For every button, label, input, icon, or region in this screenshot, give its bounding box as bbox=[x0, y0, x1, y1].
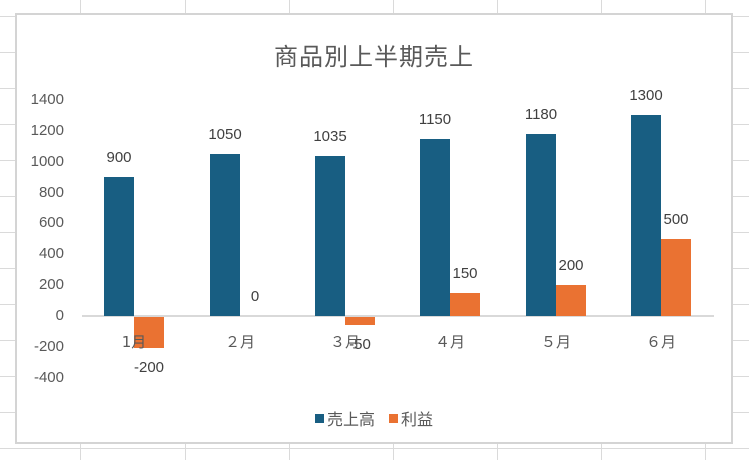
bar-sales[interactable] bbox=[210, 154, 240, 316]
legend-item-profit[interactable]: 利益 bbox=[389, 406, 433, 430]
bar-profit[interactable] bbox=[345, 317, 375, 325]
data-label-profit: 150 bbox=[452, 264, 478, 282]
data-label-sales: 1050 bbox=[208, 126, 242, 143]
bar-sales[interactable] bbox=[631, 115, 661, 316]
x-axis-category-label: ５月 bbox=[540, 333, 571, 351]
y-axis-tick-label: -200 bbox=[33, 337, 64, 355]
y-axis-tick-label: 1400 bbox=[30, 91, 64, 108]
bar-sales[interactable] bbox=[420, 138, 450, 316]
data-label-profit: -50 bbox=[349, 335, 371, 353]
bar-sales[interactable] bbox=[526, 133, 556, 316]
data-label-profit: 0 bbox=[250, 288, 260, 305]
data-label-profit: 500 bbox=[663, 210, 689, 228]
bar-sales[interactable] bbox=[315, 156, 345, 316]
data-label-sales: 900 bbox=[106, 149, 132, 167]
x-axis-category-label: ４月 bbox=[434, 333, 465, 351]
legend-swatch-profit bbox=[389, 413, 398, 423]
x-axis-category-label: 1月 bbox=[121, 333, 147, 351]
data-label-profit: -200 bbox=[133, 358, 165, 376]
data-label-sales: 1180 bbox=[524, 105, 558, 123]
chart-area[interactable]: 商品別上半期売上 1400 1200 1000 800 600 400 200 0 -200 -4… bbox=[15, 13, 733, 444]
x-axis-category-label: ３月 bbox=[329, 333, 360, 351]
legend-swatch-sales bbox=[314, 413, 324, 423]
bar-profit[interactable] bbox=[556, 285, 586, 316]
y-axis-tick-label: 400 bbox=[38, 245, 64, 263]
chart-title[interactable]: 商品別上半期売上 bbox=[274, 43, 474, 71]
sheet-row-line bbox=[0, 448, 749, 449]
y-axis-tick-label: 1000 bbox=[30, 152, 64, 170]
legend-label-sales: 売上高 bbox=[326, 410, 375, 429]
y-axis-tick-label: 800 bbox=[38, 183, 64, 201]
legend-item-sales[interactable]: 売上高 bbox=[314, 406, 375, 430]
bar-profit[interactable] bbox=[134, 317, 164, 348]
data-label-sales: 1150 bbox=[418, 110, 452, 128]
legend[interactable]: 売上高 利益 bbox=[17, 406, 731, 430]
x-axis-category-label: ６月 bbox=[645, 333, 676, 351]
y-axis-tick-label: 600 bbox=[38, 214, 64, 232]
data-label-sales: 1035 bbox=[313, 128, 347, 146]
bar-profit[interactable] bbox=[661, 238, 691, 316]
bar-sales[interactable] bbox=[104, 177, 134, 316]
legend-label-profit: 利益 bbox=[401, 410, 434, 429]
x-axis-line bbox=[82, 315, 714, 317]
y-axis-tick-label: 0 bbox=[55, 307, 64, 324]
y-axis-tick-label: -400 bbox=[33, 368, 64, 386]
x-axis-category-label: ２月 bbox=[224, 333, 255, 351]
y-axis-tick-label: 1200 bbox=[30, 121, 64, 139]
data-label-profit: 200 bbox=[558, 257, 584, 275]
bar-profit[interactable] bbox=[450, 292, 480, 316]
y-axis-tick-label: 200 bbox=[38, 276, 64, 294]
data-label-sales: 1300 bbox=[629, 87, 663, 105]
